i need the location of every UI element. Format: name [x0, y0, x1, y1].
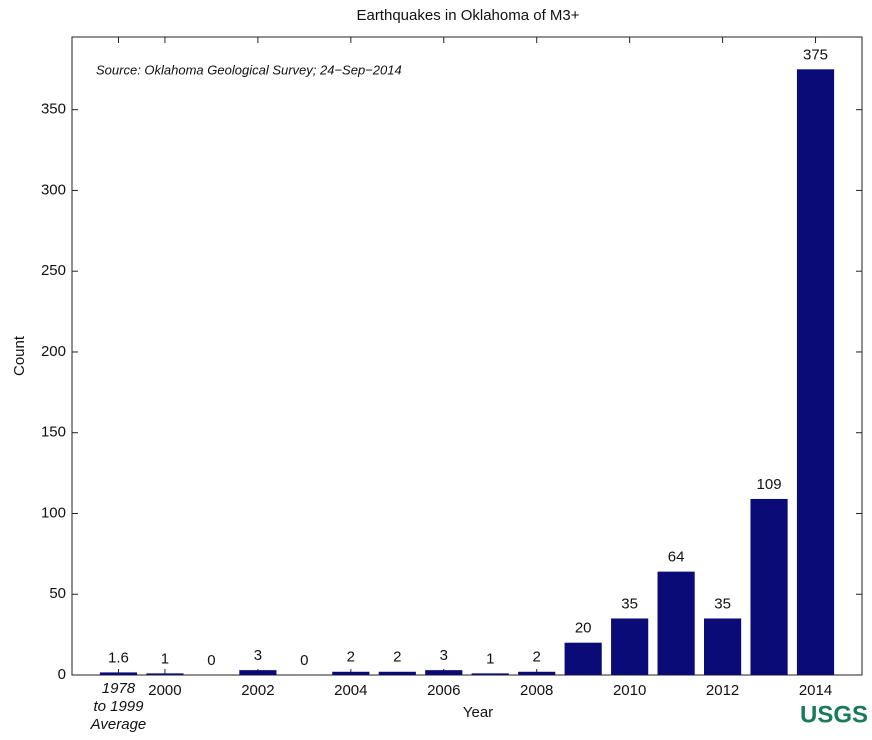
bar — [332, 671, 370, 675]
bar — [518, 671, 556, 675]
bar — [611, 618, 649, 675]
value-label: 2 — [393, 649, 401, 666]
value-label: 3 — [254, 647, 262, 664]
plot-frame — [71, 36, 863, 676]
value-label: 1 — [486, 650, 494, 667]
value-label: 0 — [300, 652, 308, 669]
x-tick-label: 2004 — [334, 682, 367, 699]
y-axis-label: Count — [11, 335, 28, 376]
value-label: 375 — [803, 46, 828, 63]
annotation: Source: Oklahoma Geological Survey; 24−S… — [96, 62, 402, 77]
chart-title: Earthquakes in Oklahoma of M3+ — [356, 7, 579, 24]
y-tick-label: 50 — [49, 585, 66, 602]
bar — [425, 670, 463, 675]
y-tick-label: 0 — [58, 666, 66, 683]
bar — [750, 498, 788, 675]
x-tick-label: 2002 — [241, 682, 274, 699]
x-tick-label: 2012 — [706, 682, 739, 699]
bar — [796, 69, 835, 676]
y-tick-label: 200 — [41, 343, 66, 360]
x-tick-label: 2014 — [799, 682, 832, 699]
x-tick-label: 2010 — [613, 682, 646, 699]
x-tick-label: 1978 to 1999 Average — [90, 680, 147, 733]
bar — [239, 670, 277, 675]
value-label: 2 — [533, 649, 541, 666]
value-label: 35 — [621, 595, 638, 612]
x-tick-label: 2008 — [520, 682, 553, 699]
bar — [146, 673, 184, 675]
value-label: 35 — [714, 595, 731, 612]
bar — [378, 671, 416, 675]
value-label: 2 — [347, 649, 355, 666]
logo: USGS — [800, 701, 868, 728]
y-tick-label: 100 — [41, 504, 66, 521]
y-tick-label: 300 — [41, 181, 66, 198]
x-tick-label: 2006 — [427, 682, 460, 699]
y-tick-label: 350 — [41, 101, 66, 118]
value-label: 0 — [207, 652, 215, 669]
bar — [657, 571, 695, 675]
x-axis-label: Year — [463, 704, 493, 721]
bar — [564, 642, 602, 675]
value-label: 20 — [575, 620, 592, 637]
y-tick-label: 150 — [41, 424, 66, 441]
bar — [471, 673, 509, 675]
x-tick-label: 2000 — [148, 682, 181, 699]
bar — [99, 672, 138, 675]
value-label: 64 — [668, 549, 685, 566]
value-label: 1 — [161, 650, 169, 667]
value-label: 3 — [440, 647, 448, 664]
y-tick-label: 250 — [41, 262, 66, 279]
value-label: 109 — [757, 476, 782, 493]
bar — [704, 618, 742, 675]
value-label: 1.6 — [108, 649, 129, 666]
